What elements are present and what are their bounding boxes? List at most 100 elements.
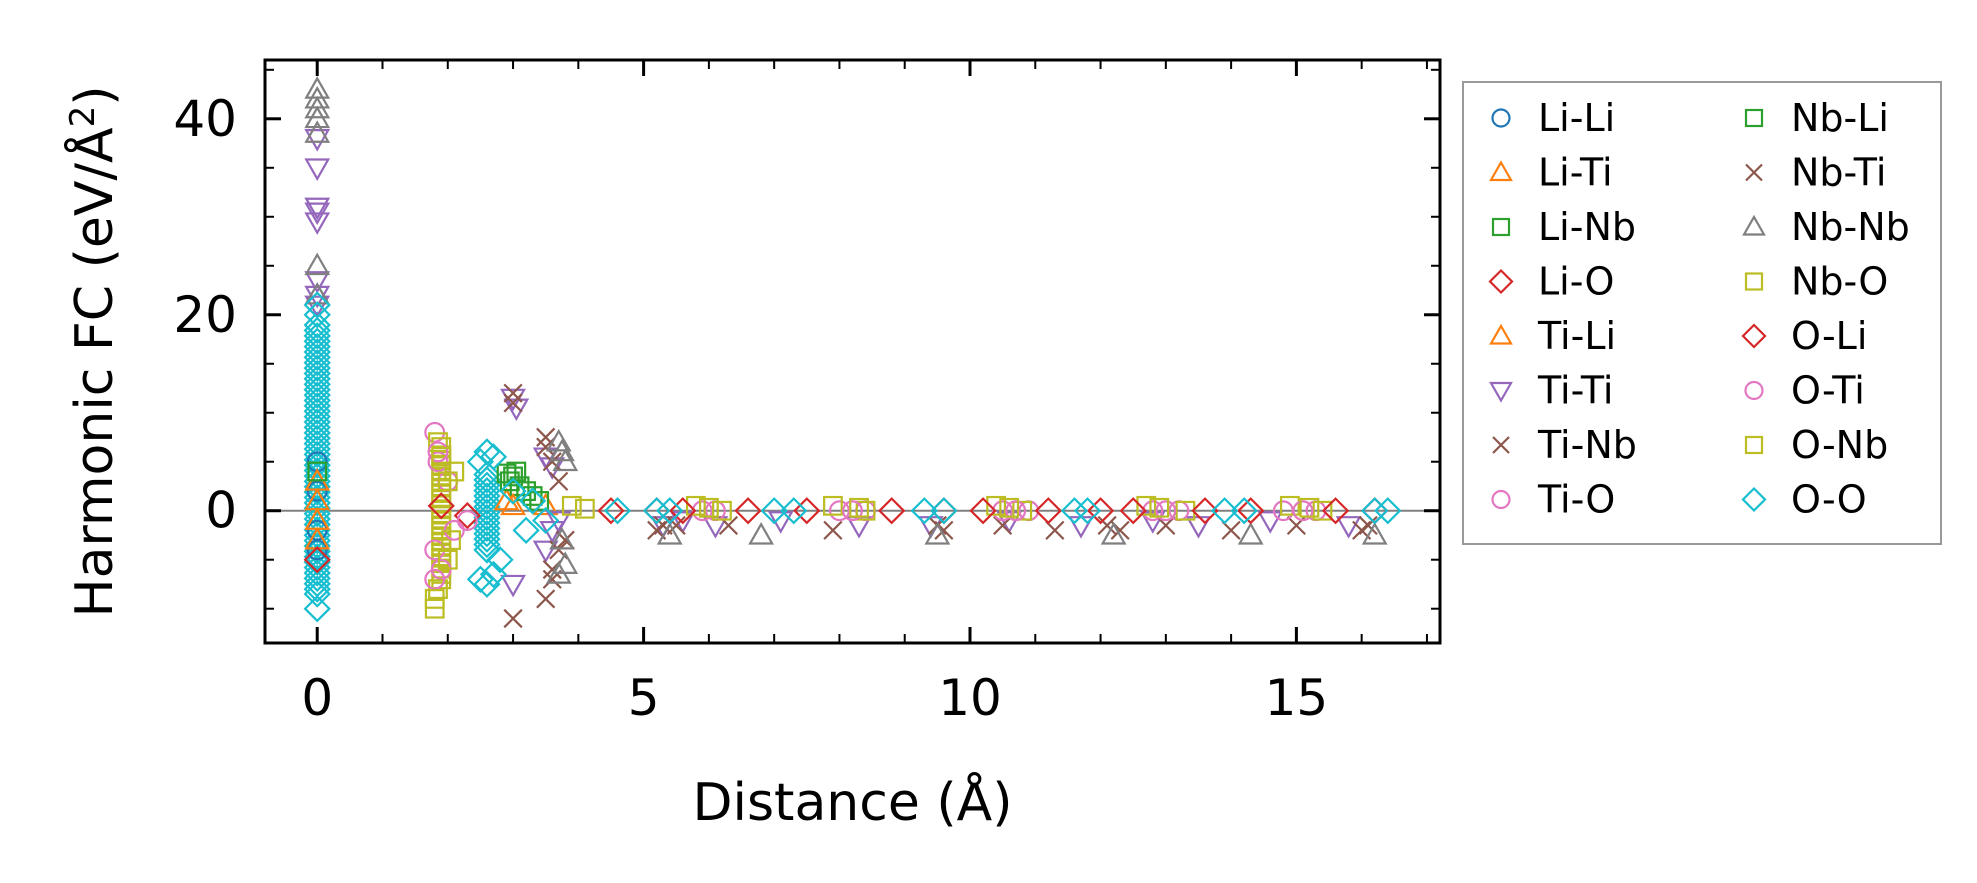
legend-label: O-Nb [1791,423,1888,467]
data-point [473,525,501,553]
data-point [473,520,501,548]
data-point [1097,515,1117,535]
data-point [1086,497,1115,525]
data-point [643,497,671,525]
data-point [303,316,331,345]
data-point [552,551,579,574]
legend-box [1462,81,1942,545]
data-point [303,322,331,350]
plot-frame [263,58,1442,645]
data-point [1257,511,1284,534]
data-point [574,498,595,519]
data-point [1221,520,1241,540]
data-point [1335,516,1362,539]
data-point [304,129,331,152]
data-point [823,520,843,540]
data-point [1068,516,1094,539]
data-point [1005,500,1027,522]
x-tick-label: 5 [628,669,660,727]
data-point [1230,497,1258,525]
data-point [304,95,331,119]
data-point [549,438,575,462]
data-point [431,499,452,520]
x-tick-label: 10 [938,669,1002,727]
data-point [303,359,331,388]
data-point [734,497,762,525]
data-point [427,492,455,520]
data-point [428,432,448,453]
data-point [1136,495,1157,516]
data-point [1073,497,1102,525]
data-point [545,511,572,534]
y-axis-label-sup: 2 [63,106,103,128]
legend-label: Li-Li [1538,96,1615,140]
data-point [545,428,572,452]
data-point [303,365,331,393]
data-point [444,461,465,482]
data-point [473,471,501,499]
data-point [304,252,331,276]
data-point [532,540,559,564]
data-point [552,448,579,472]
data-point [549,526,575,550]
data-point [793,497,821,525]
legend-marker [1491,217,1511,237]
data-point [303,595,331,623]
data-point [532,506,560,535]
data-point [473,460,501,489]
data-point [303,354,331,382]
data-point [1237,497,1265,525]
data-point [828,500,850,522]
data-point [597,497,625,525]
data-point [1034,497,1062,525]
data-point [479,443,508,471]
data-point [473,493,501,521]
data-point [466,565,495,593]
data-point [698,497,719,518]
data-point [303,370,331,398]
data-point [1210,497,1239,525]
data-point [506,461,527,482]
data-point [503,383,523,403]
data-point [303,301,331,329]
data-point [1139,511,1166,534]
data-point [1012,500,1033,521]
data-point [669,497,697,525]
data-point [303,332,331,361]
data-point [303,392,331,420]
data-point [930,497,958,525]
data-point [691,500,713,522]
legend-marker [1744,272,1764,291]
data-point [999,497,1020,518]
data-point [473,466,501,494]
data-point [431,510,452,530]
legend-label: Li-Ti [1538,151,1613,195]
data-point [303,435,331,463]
legend-label: O-Li [1791,314,1867,358]
data-point [1374,497,1402,525]
legend-label: Ti-O [1537,478,1615,522]
data-point [1279,495,1300,516]
data-point [1045,520,1065,540]
data-point [503,608,523,629]
legend-label: Nb-Nb [1791,205,1910,249]
data-point [473,438,501,466]
data-point [503,393,523,413]
legend-label: Li-Nb [1538,205,1636,249]
data-point [1149,497,1170,518]
plot-marks [265,76,1440,629]
data-point [466,448,495,476]
data-point [303,559,331,587]
data-point [992,500,1014,522]
data-point [855,500,876,521]
data-point [1361,522,1388,545]
data-point [748,522,775,545]
data-point [656,497,684,525]
data-point [669,511,696,534]
data-point [424,568,446,590]
data-point [549,471,569,491]
legend-marker [1489,381,1513,403]
data-point [303,343,331,372]
